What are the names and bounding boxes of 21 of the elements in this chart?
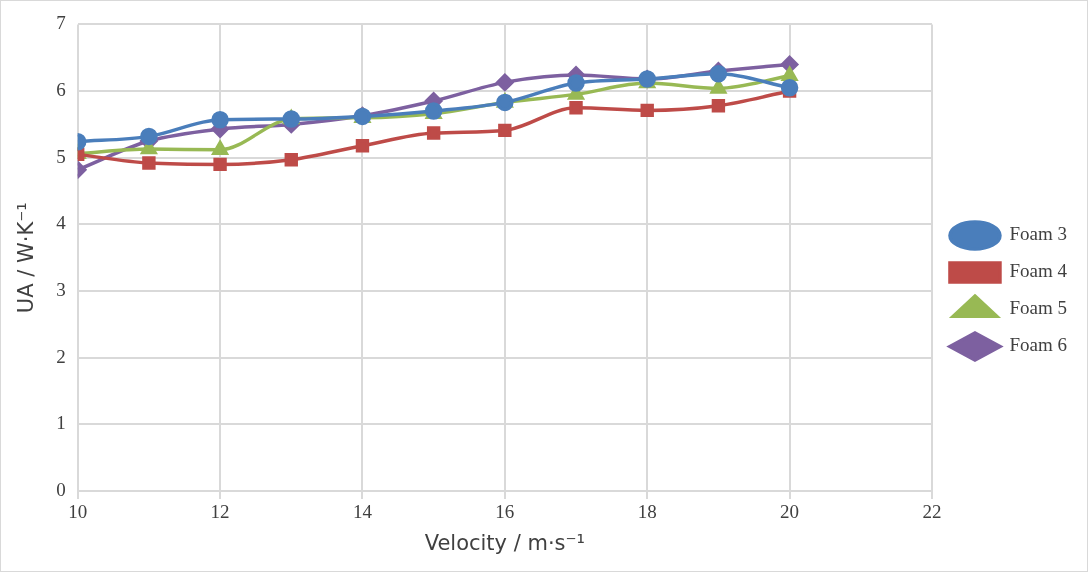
x-tick-label: 20 (780, 501, 800, 523)
y-tick-label: 1 (56, 412, 66, 434)
x-tick-label: 22 (922, 501, 942, 523)
y-tick-label: 2 (56, 345, 66, 367)
legend-label: Foam 6 (1009, 334, 1067, 356)
x-axis-title: Velocity / m·s⁻¹ (424, 530, 586, 555)
x-tick-label: 18 (637, 501, 657, 523)
y-tick-label: 5 (56, 145, 66, 167)
x-tick-label: 10 (68, 501, 88, 523)
x-tick-label: 12 (210, 501, 230, 523)
legend-label: Foam 5 (1009, 297, 1067, 319)
y-axis-title: UA / W·K⁻¹ (14, 202, 39, 314)
y-tick-label: 6 (56, 79, 66, 101)
y-tick-label: 3 (56, 279, 66, 301)
x-tick-label: 14 (352, 501, 373, 523)
legend-label: Foam 4 (1009, 260, 1068, 282)
y-tick-label: 0 (56, 478, 66, 500)
y-tick-label: 4 (56, 212, 67, 234)
x-tick-label: 16 (495, 501, 515, 523)
legend-label: Foam 3 (1009, 223, 1067, 245)
y-tick-label: 7 (56, 12, 66, 34)
